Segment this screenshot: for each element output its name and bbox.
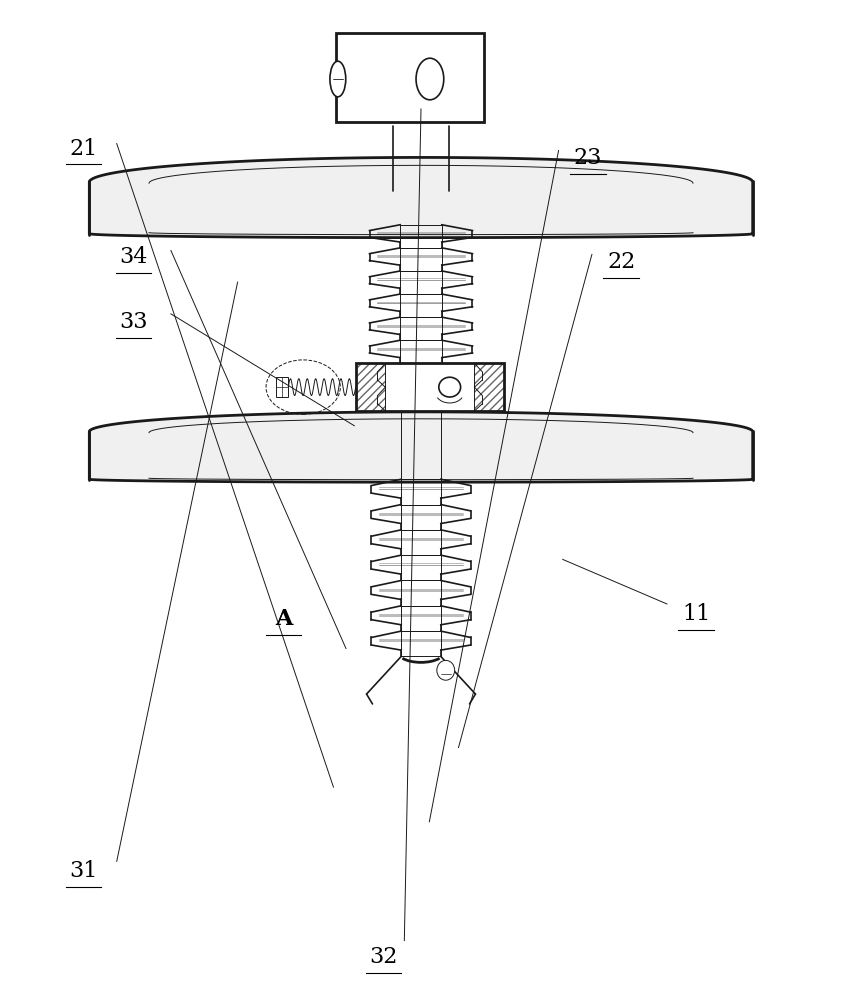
Bar — [336, 33, 484, 122]
Ellipse shape — [416, 58, 444, 100]
Bar — [355, 363, 504, 411]
Bar — [355, 363, 504, 411]
Bar — [386, 363, 474, 411]
Text: A: A — [274, 608, 292, 630]
Text: 33: 33 — [119, 311, 147, 333]
Text: 23: 23 — [573, 147, 602, 169]
Bar — [355, 363, 504, 411]
Text: A: A — [275, 608, 291, 630]
Polygon shape — [89, 412, 753, 482]
Text: 32: 32 — [370, 946, 397, 968]
Ellipse shape — [439, 377, 461, 397]
Ellipse shape — [330, 61, 346, 97]
Text: 11: 11 — [682, 603, 711, 625]
Bar — [276, 377, 288, 397]
Ellipse shape — [437, 660, 455, 680]
Text: 22: 22 — [607, 251, 635, 273]
Text: 21: 21 — [69, 138, 98, 160]
Text: 34: 34 — [120, 246, 147, 268]
Text: 31: 31 — [69, 860, 98, 882]
Polygon shape — [89, 157, 753, 238]
